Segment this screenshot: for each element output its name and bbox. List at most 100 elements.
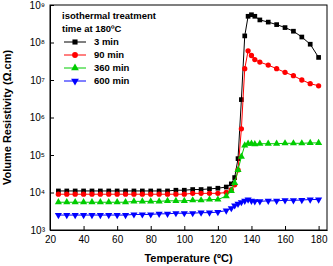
data-point [88, 213, 95, 219]
data-point [252, 57, 257, 62]
x-tick-label: 100 [176, 234, 193, 245]
x-tick-mark [151, 226, 152, 230]
y-tick-mark [50, 43, 54, 44]
y-tick: 10⁹ [30, 0, 54, 11]
data-point [173, 192, 178, 197]
x-tick-label: 140 [244, 234, 261, 245]
data-point [256, 199, 263, 205]
y-tick-label: 10⁵ [30, 150, 45, 161]
data-point [315, 197, 322, 203]
data-point [63, 198, 70, 204]
data-point [207, 191, 212, 196]
data-point [81, 192, 86, 197]
data-point [156, 197, 163, 203]
data-point [122, 198, 129, 204]
data-point [282, 70, 287, 75]
series-line [58, 143, 318, 202]
y-tick-label: 10⁹ [30, 0, 45, 11]
data-point [274, 22, 279, 27]
legend-item: 3 min [64, 36, 119, 47]
data-point [164, 212, 171, 218]
data-point [265, 199, 272, 205]
data-point [131, 192, 136, 197]
data-point [290, 139, 297, 145]
data-point [216, 186, 221, 191]
data-point [139, 197, 146, 203]
data-point [73, 192, 78, 197]
data-point [299, 35, 304, 40]
data-point [298, 198, 305, 204]
x-tick-mark [84, 226, 85, 230]
chart: 2040608010012014016018010³10⁴10⁵10⁶10⁷10… [0, 0, 333, 266]
series-line [58, 15, 318, 191]
y-tick-label: 10⁶ [30, 112, 45, 123]
y-tick-mark [50, 80, 54, 81]
x-tick: 140 [244, 226, 261, 245]
data-point [291, 29, 296, 34]
data-point [265, 140, 272, 146]
data-point [274, 66, 279, 71]
data-point [130, 197, 137, 203]
data-point [315, 139, 322, 145]
data-point [283, 25, 288, 30]
x-tick-label: 180 [311, 234, 328, 245]
legend-swatch-marker [71, 79, 79, 86]
data-point [223, 208, 230, 214]
series-line [58, 51, 318, 194]
data-point [115, 192, 120, 197]
x-tick-label: 60 [112, 234, 124, 245]
x-tick-mark [184, 226, 185, 230]
series-line [58, 200, 318, 216]
legend-item: 360 min [64, 62, 130, 73]
data-point [206, 211, 213, 217]
legend-label: 90 min [94, 49, 124, 60]
data-point [207, 187, 212, 192]
data-point [316, 55, 321, 60]
data-point [242, 66, 247, 71]
data-point [281, 198, 288, 204]
y-tick-label: 10³ [31, 225, 46, 236]
data-point [122, 213, 129, 219]
data-point [181, 197, 188, 203]
data-point [105, 198, 112, 204]
data-point [258, 18, 263, 23]
data-point [198, 211, 205, 217]
legend-item: 90 min [64, 49, 124, 60]
data-point [242, 34, 247, 39]
x-tick: 180 [311, 226, 328, 245]
data-point [307, 197, 314, 203]
y-tick-mark [50, 118, 54, 119]
data-point [228, 187, 235, 193]
data-point [316, 83, 321, 88]
data-point [105, 213, 112, 219]
x-tick-label: 40 [79, 234, 91, 245]
data-point [231, 179, 238, 185]
data-point [114, 198, 121, 204]
legend-label: 3 min [94, 36, 119, 47]
data-point [147, 197, 154, 203]
legend-item: 600 min [64, 75, 130, 86]
data-point [172, 211, 179, 217]
data-point [164, 197, 171, 203]
data-point [80, 198, 87, 204]
data-point [55, 198, 62, 204]
data-point [252, 14, 257, 19]
x-tick: 80 [146, 226, 158, 245]
data-point [281, 139, 288, 145]
x-tick-mark [117, 226, 118, 230]
data-point [266, 20, 271, 25]
data-point [106, 192, 111, 197]
data-point [156, 212, 163, 218]
data-point [148, 192, 153, 197]
data-point [182, 192, 187, 197]
x-axis-line [51, 230, 328, 231]
data-point [190, 191, 195, 196]
x-tick-mark [285, 226, 286, 230]
data-point [224, 185, 229, 190]
data-point [98, 192, 103, 197]
data-point [256, 140, 263, 146]
data-point [64, 192, 69, 197]
x-tick-label: 80 [146, 234, 158, 245]
x-axis: 20406080100120140160180 [45, 226, 328, 245]
data-point [189, 196, 196, 202]
